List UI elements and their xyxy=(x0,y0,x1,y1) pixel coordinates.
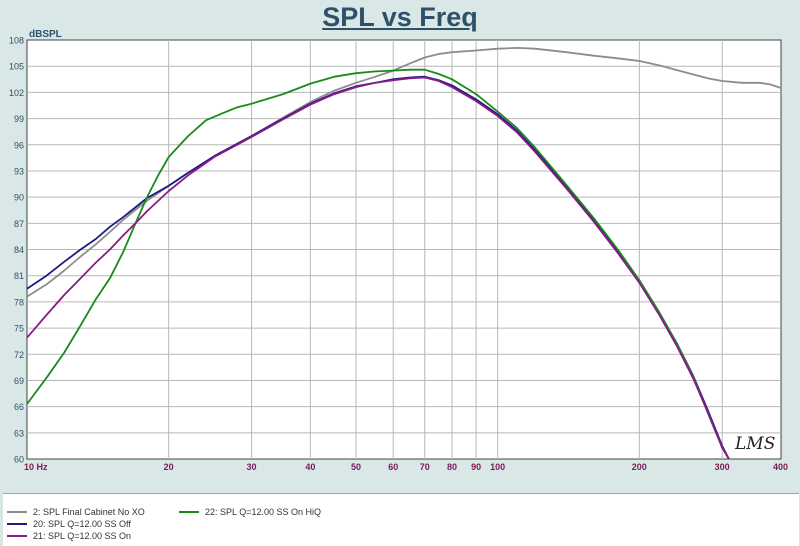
y-tick-label: 75 xyxy=(14,324,24,334)
y-tick-label: 102 xyxy=(9,88,24,98)
x-tick-label: 400 xyxy=(773,462,788,472)
x-tick-label: 40 xyxy=(305,462,315,472)
legend-label: 22: SPL Q=12.00 SS On HiQ xyxy=(205,507,321,517)
series-lines xyxy=(26,47,782,460)
legend-label: 20: SPL Q=12.00 SS Off xyxy=(33,519,131,529)
y-tick-label: 63 xyxy=(14,428,24,438)
legend: 2: SPL Final Cabinet No XO 20: SPL Q=12.… xyxy=(3,493,799,546)
legend-item: 20: SPL Q=12.00 SS Off xyxy=(7,519,131,529)
y-tick-label: 96 xyxy=(14,140,24,150)
chart-title: SPL vs Freq xyxy=(322,2,478,32)
y-tick-label: 90 xyxy=(14,193,24,203)
legend-swatch xyxy=(7,511,27,513)
x-tick-label: 10 Hz xyxy=(24,462,48,472)
lms-watermark: LMS xyxy=(734,434,775,454)
legend-swatch xyxy=(7,523,27,525)
y-tick-label: 78 xyxy=(14,297,24,307)
series-line xyxy=(26,47,782,298)
y-tick-label: 60 xyxy=(14,455,24,465)
x-tick-label: 80 xyxy=(447,462,457,472)
legend-item: 21: SPL Q=12.00 SS On xyxy=(7,531,131,541)
x-tick-labels: 10 Hz 20 30 40 50 60 70 80 90 100 200 300 400 xyxy=(24,462,788,472)
series-line xyxy=(26,68,730,460)
y-tick-label: 84 xyxy=(14,245,24,255)
spl-chart: 60 63 66 69 72 75 78 81 84 87 90 93 96 99 102 105 108 10… xyxy=(9,29,788,472)
x-tick-label: 30 xyxy=(247,462,257,472)
x-tick-label: 20 xyxy=(164,462,174,472)
legend-swatch xyxy=(179,511,199,513)
grid-lines xyxy=(27,40,781,459)
x-tick-label: 200 xyxy=(632,462,647,472)
y-axis-label: dBSPL xyxy=(29,29,62,40)
y-tick-label: 81 xyxy=(14,271,24,281)
y-tick-label: 66 xyxy=(14,402,24,412)
x-tick-label: 50 xyxy=(351,462,361,472)
series-line xyxy=(26,76,730,460)
x-tick-label: 300 xyxy=(715,462,730,472)
legend-item: 2: SPL Final Cabinet No XO xyxy=(7,507,145,517)
y-tick-label: 105 xyxy=(9,62,24,72)
y-tick-label: 108 xyxy=(9,36,24,46)
y-tick-label: 69 xyxy=(14,376,24,386)
legend-label: 2: SPL Final Cabinet No XO xyxy=(33,507,145,517)
legend-swatch xyxy=(7,535,27,537)
y-tick-labels: 60 63 66 69 72 75 78 81 84 87 90 93 96 99 102 105 108 xyxy=(9,36,24,465)
x-tick-label: 90 xyxy=(471,462,481,472)
x-tick-label: 100 xyxy=(490,462,505,472)
y-tick-label: 93 xyxy=(14,166,24,176)
x-tick-label: 60 xyxy=(388,462,398,472)
y-tick-label: 72 xyxy=(14,350,24,360)
legend-item: 22: SPL Q=12.00 SS On HiQ xyxy=(179,507,321,517)
y-tick-label: 99 xyxy=(14,114,24,124)
y-tick-label: 87 xyxy=(14,219,24,229)
x-tick-label: 70 xyxy=(420,462,430,472)
legend-label: 21: SPL Q=12.00 SS On xyxy=(33,531,131,541)
